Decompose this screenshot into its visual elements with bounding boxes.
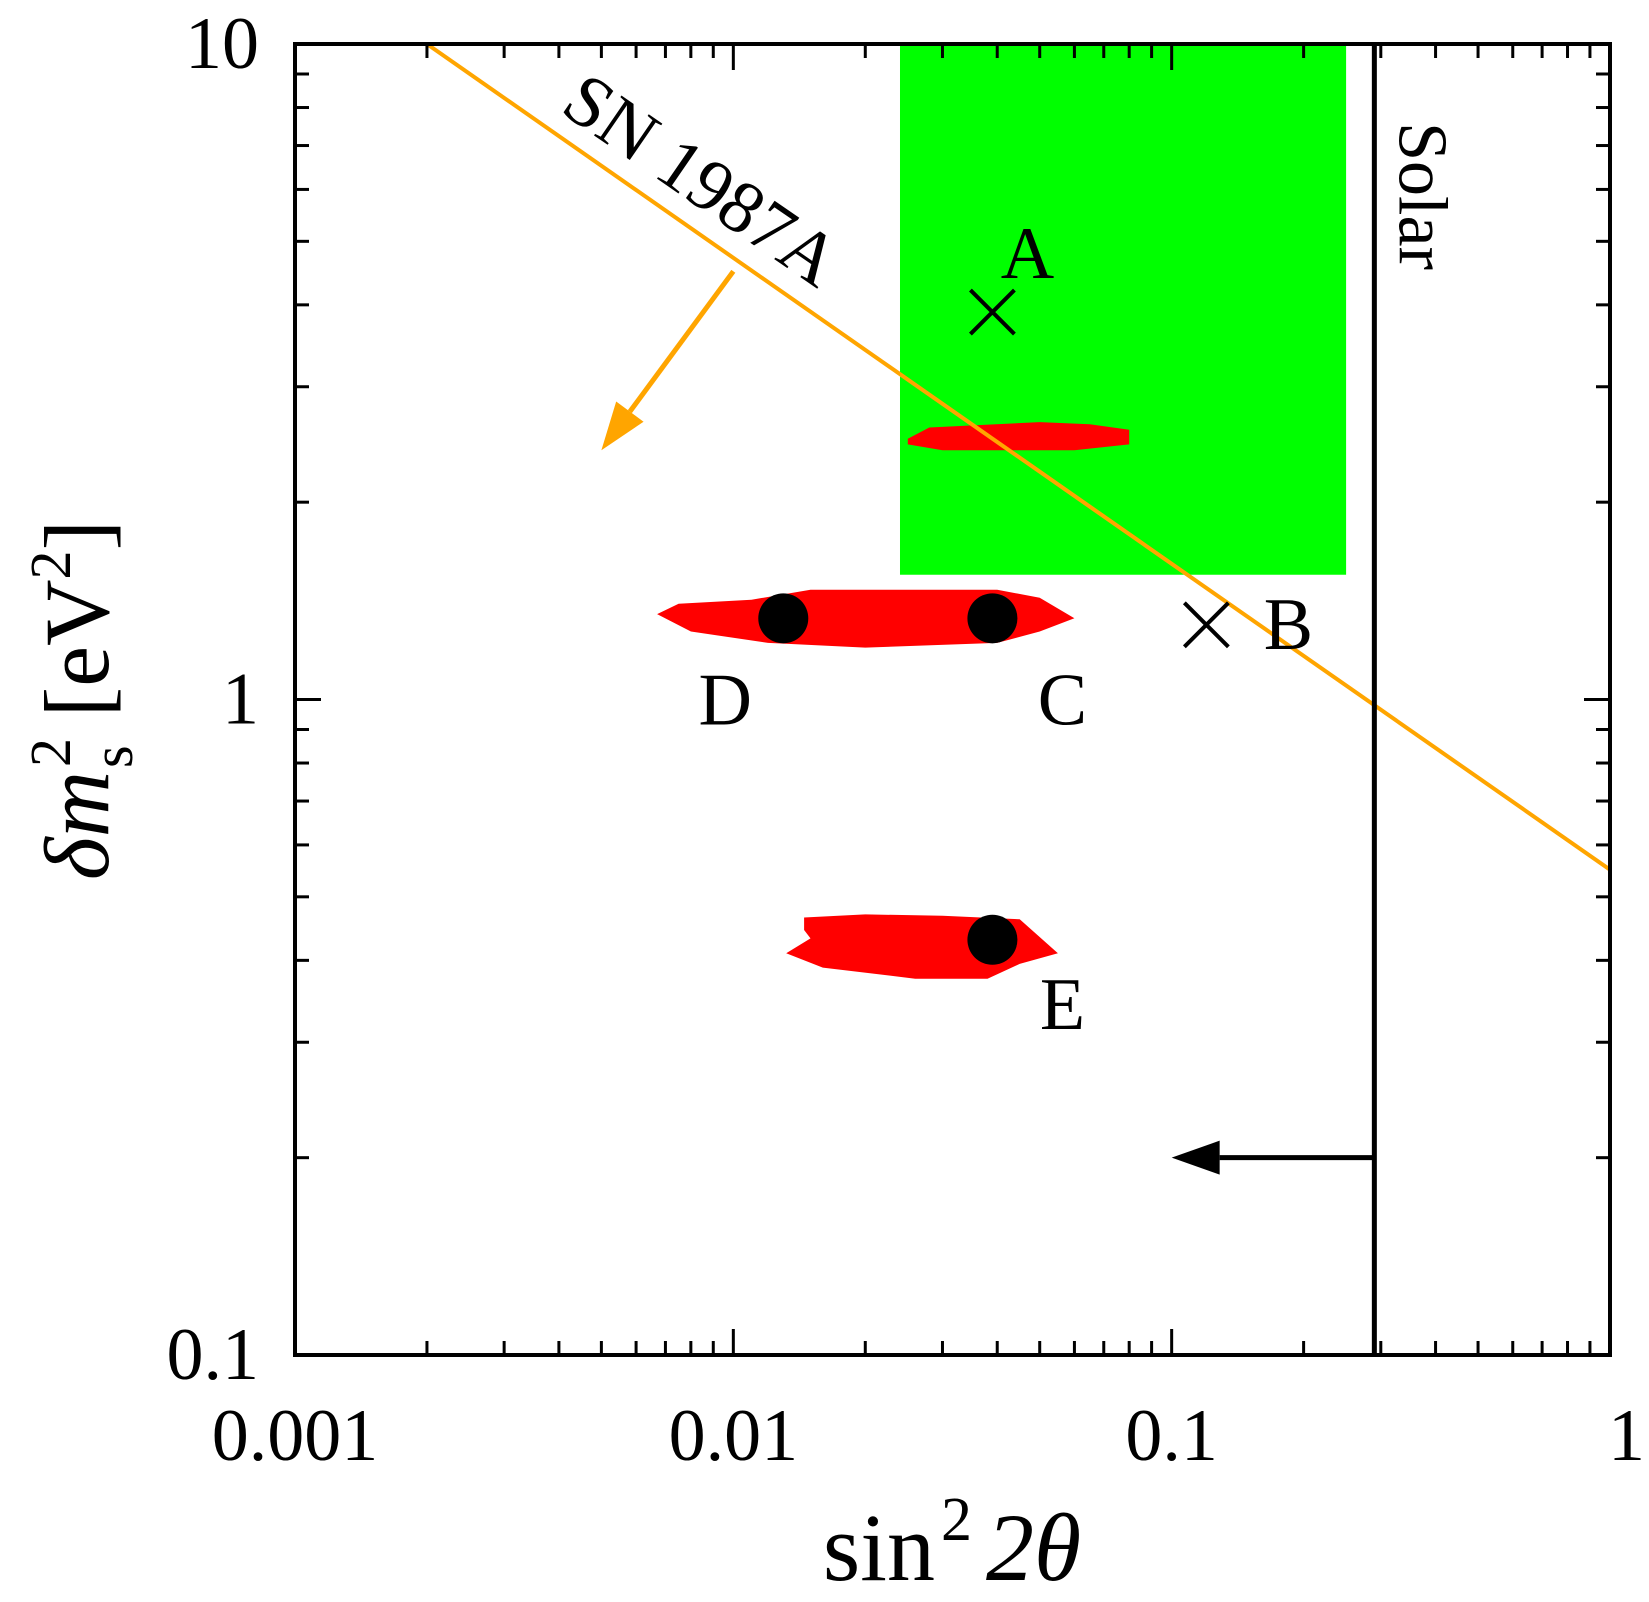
- regions-layer: [657, 44, 1347, 979]
- y-tick-label: 10: [185, 3, 259, 85]
- solar-label: Solar: [1384, 122, 1461, 270]
- frame-layer: [293, 42, 1612, 1357]
- point-b-label: B: [1264, 584, 1313, 666]
- y-tick-label: 1: [222, 659, 259, 741]
- arrow-head-2: [1171, 1140, 1220, 1175]
- point-c-marker: [967, 593, 1018, 644]
- x-tick-label: 1: [1608, 1395, 1645, 1477]
- tick-labels-layer: 0.001 0.01 0.1 1 0.1 1 10: [167, 3, 1646, 1477]
- point-e-marker: [967, 914, 1018, 965]
- markers-layer: [601, 269, 1375, 1175]
- red-region-2: [657, 589, 1075, 648]
- y-axis-label: δm2s[eV2]: [18, 520, 145, 880]
- point-d-marker: [758, 593, 809, 644]
- red-region-1: [907, 422, 1130, 451]
- lines-layer: [425, 44, 1610, 1355]
- sn1987a-label: SN 1987A: [549, 57, 855, 303]
- point-e-label: E: [1040, 964, 1085, 1046]
- arrow-shaft-1: [627, 269, 736, 414]
- arrow-head-1: [601, 401, 644, 451]
- y-tick-label: 0.1: [167, 1314, 260, 1396]
- x-tick-label: 0.1: [1125, 1395, 1218, 1477]
- sn1987a-line: [425, 44, 1610, 872]
- point-d-label: D: [699, 659, 752, 741]
- x-tick-label: 0.01: [669, 1395, 799, 1477]
- x-tick-label: 0.001: [212, 1395, 379, 1477]
- point-c-label: C: [1038, 659, 1087, 741]
- green-region: [899, 44, 1347, 575]
- point-b-marker: [1182, 601, 1230, 649]
- point-a-label: A: [1001, 213, 1054, 295]
- point-a-marker: [969, 288, 1016, 336]
- x-axis-label: sin2 2θ: [823, 1486, 1081, 1601]
- red-region-3: [786, 914, 1058, 979]
